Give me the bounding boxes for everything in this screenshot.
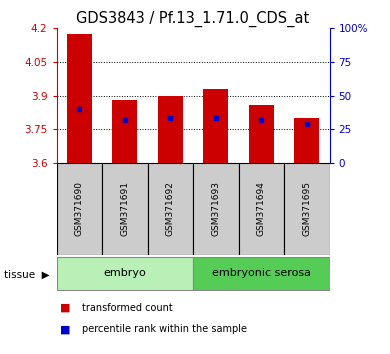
Text: embryonic serosa: embryonic serosa [212,268,311,279]
Text: embryo: embryo [103,268,146,279]
Bar [239,163,284,255]
Bar [57,257,193,290]
Text: percentile rank within the sample: percentile rank within the sample [82,324,247,334]
Bar [147,163,193,255]
Bar [203,89,228,163]
Text: transformed count: transformed count [82,303,173,313]
Text: tissue  ▶: tissue ▶ [4,269,50,279]
Text: GSM371692: GSM371692 [166,181,175,236]
Bar [102,163,147,255]
Title: GDS3843 / Pf.13_1.71.0_CDS_at: GDS3843 / Pf.13_1.71.0_CDS_at [76,11,310,27]
Bar [294,118,319,163]
Bar [284,163,330,255]
Bar [67,34,92,163]
Text: GSM371693: GSM371693 [211,181,220,236]
Text: GSM371690: GSM371690 [75,181,84,236]
Bar [57,163,102,255]
Bar [249,104,274,163]
Text: ■: ■ [60,303,71,313]
Text: GSM371691: GSM371691 [120,181,129,236]
Text: GSM371695: GSM371695 [302,181,311,236]
Bar [112,99,137,163]
Bar [158,96,183,163]
Bar [193,257,330,290]
Bar [193,163,239,255]
Text: ■: ■ [60,324,71,334]
Text: GSM371694: GSM371694 [257,181,266,236]
